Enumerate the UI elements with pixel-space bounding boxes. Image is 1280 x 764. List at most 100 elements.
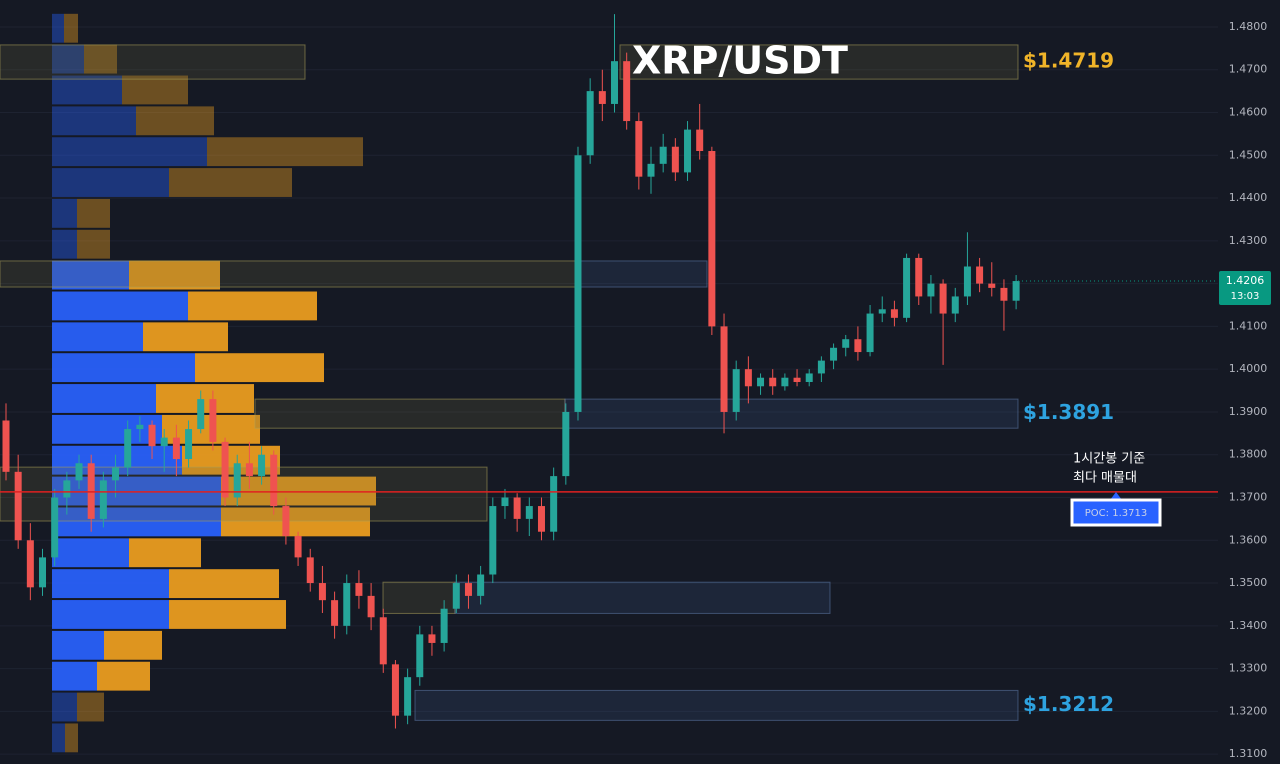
candle-body [87,463,95,519]
candle-body [793,377,801,382]
profile-sell [156,384,254,413]
zone-price-label: $1.3212 [1023,692,1114,716]
profile-sell [221,476,376,506]
profile-buy [52,260,129,290]
candle-body [525,506,533,519]
candle-body [1000,287,1008,301]
profile-buy [52,569,169,599]
candle-body [586,91,594,156]
profile-sell [169,600,286,629]
candle-body [75,463,83,481]
candle-body [270,454,278,507]
candle-body [1012,281,1020,301]
candle-body [148,424,156,447]
candle-body [2,420,10,472]
candle-body [550,476,558,532]
candle-body [452,583,460,609]
zone [414,689,1019,721]
candle-body [245,463,253,477]
candle-body [221,441,229,498]
candle-body [355,583,363,596]
profile-buy [52,630,104,660]
candle-body [294,535,302,558]
candle-body [501,497,509,507]
candle-body [160,437,168,447]
candle-body [647,163,655,177]
profile-buy [52,538,129,568]
candle-body [185,429,193,459]
candle-body [197,399,205,430]
y-tick-label: 1.3700 [1229,490,1268,503]
y-tick-label: 1.3900 [1229,405,1268,418]
candle-body [781,377,789,387]
profile-sell [64,13,78,43]
y-tick-label: 1.4000 [1229,362,1268,375]
y-tick-label: 1.3300 [1229,662,1268,675]
candle-body [757,377,765,387]
last-price-label: 1.4206 [1226,274,1265,287]
profile-sell [97,661,150,691]
zone [574,260,708,288]
profile-sell [122,75,188,105]
profile-buy [52,168,169,197]
poc-label: POC: 1.3713 [1085,508,1147,519]
y-tick-label: 1.3100 [1229,747,1268,760]
price-axis [1218,0,1280,764]
candle-body [440,608,448,643]
candle-body [99,480,107,519]
profile-buy [52,723,65,753]
candle-body [732,369,740,412]
profile-buy [52,353,195,383]
profile-buy [52,137,207,167]
y-tick-label: 1.3800 [1229,448,1268,461]
profile-sell [104,630,162,660]
candle-body [890,309,898,318]
candle-body [915,257,923,297]
candle-body [574,155,582,412]
zone [0,260,576,288]
zone [619,44,1019,80]
profile-buy [52,414,162,444]
profile-sell [207,137,363,167]
candle-body [988,283,996,288]
candle-body [464,583,472,596]
profile-sell [129,538,201,568]
candle-body [233,463,241,498]
candle-body [635,121,643,177]
y-tick-label: 1.4100 [1229,319,1268,332]
candle-body [878,309,886,314]
candle-body [659,146,667,164]
poc-box [1070,498,1162,527]
poc-pointer [1110,492,1122,500]
candle-body [951,296,959,314]
profile-buy [52,198,77,228]
y-tick-label: 1.4700 [1229,63,1268,76]
profile-sell [65,723,78,753]
y-tick-label: 1.3400 [1229,619,1268,632]
candle-body [963,266,971,297]
profile-buy [52,600,169,629]
candle-body [489,506,497,575]
candle-body [209,399,217,442]
candle-body [598,91,606,104]
profile-buy [52,75,122,105]
poc-note: 1시간봉 기준 [1073,452,1145,467]
profile-buy [52,44,84,74]
profile-sell [221,507,370,537]
candle-body [172,437,180,459]
candle-body [318,583,326,601]
y-tick-label: 1.4600 [1229,106,1268,119]
profile-sell [129,260,220,290]
profile-sell [77,229,110,259]
candle-body [282,506,290,536]
candle-body [14,471,22,541]
candle-body [39,557,47,588]
zone [454,581,831,614]
zone [0,44,306,80]
profile-buy [52,476,221,506]
profile-sell [143,322,228,352]
profile-sell [169,569,279,599]
candle-body [258,454,266,477]
profile-buy [52,229,77,259]
